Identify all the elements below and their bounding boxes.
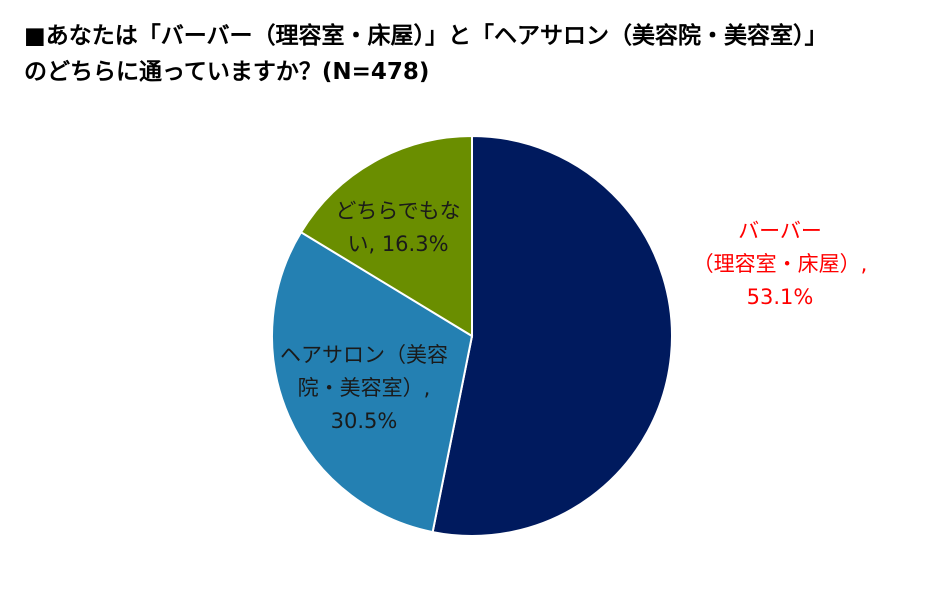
chart-title-line-2: のどちらに通っていますか？(N=478) <box>24 59 430 85</box>
pie-labels: バーバー （理容室・床屋）, 53.1% ヘアサロン（美容院・美容室）, 30.5% どち… <box>280 199 867 433</box>
chart-title: ■あなたは「バーバー（理容室・床屋）」と「ヘアサロン（美容院・美容室）」 のどち… <box>24 18 924 90</box>
slice-label-2-line-1: ヘアサロン（美容 <box>280 343 448 367</box>
slice-label-2-line-2: 院・美容室）, <box>298 376 431 400</box>
pie-slice-3 <box>299 134 473 338</box>
slice-label-1-line-1: バーバー <box>738 219 822 243</box>
slice-label-1: バーバー （理容室・床屋）, 53.1% <box>693 219 868 309</box>
slice-label-3-line-2: い, 16.3% <box>347 232 448 256</box>
pie-slice-1 <box>431 134 673 537</box>
slice-label-1-line-3: 53.1% <box>747 285 814 309</box>
pie-slices <box>271 134 673 537</box>
slice-label-3: どちらでもない, 16.3% <box>335 199 460 256</box>
slice-label-3-line-1: どちらでもな <box>335 199 460 223</box>
slice-label-2: ヘアサロン（美容院・美容室）, 30.5% <box>280 343 448 433</box>
chart-title-line-1: ■あなたは「バーバー（理容室・床屋）」と「ヘアサロン（美容院・美容室）」 <box>24 23 828 49</box>
slice-label-2-line-3: 30.5% <box>331 409 398 433</box>
pie-slice-2 <box>271 230 474 534</box>
slice-label-1-line-2: （理容室・床屋）, <box>693 252 868 276</box>
